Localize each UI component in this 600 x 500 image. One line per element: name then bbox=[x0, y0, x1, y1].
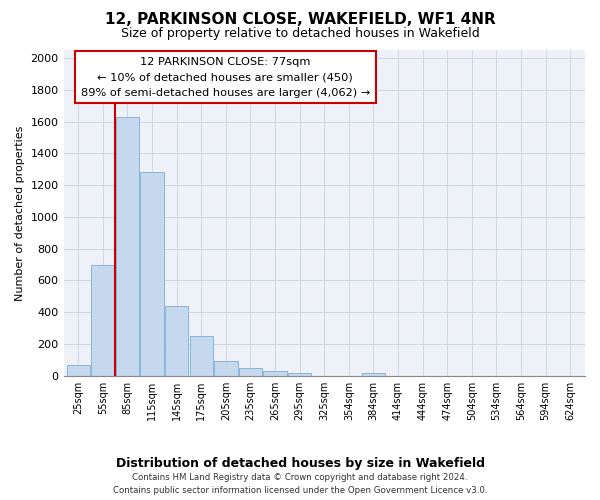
Bar bbox=[190, 336, 213, 376]
Text: 12 PARKINSON CLOSE: 77sqm
← 10% of detached houses are smaller (450)
89% of semi: 12 PARKINSON CLOSE: 77sqm ← 10% of detac… bbox=[80, 56, 370, 98]
Bar bbox=[165, 306, 188, 376]
Bar bbox=[263, 371, 287, 376]
Bar bbox=[91, 264, 115, 376]
Bar bbox=[362, 374, 385, 376]
Text: Distribution of detached houses by size in Wakefield: Distribution of detached houses by size … bbox=[115, 458, 485, 470]
Text: Size of property relative to detached houses in Wakefield: Size of property relative to detached ho… bbox=[121, 28, 479, 40]
Bar bbox=[214, 362, 238, 376]
Bar bbox=[67, 366, 90, 376]
Y-axis label: Number of detached properties: Number of detached properties bbox=[15, 125, 25, 300]
Bar bbox=[288, 372, 311, 376]
Text: Contains HM Land Registry data © Crown copyright and database right 2024.
Contai: Contains HM Land Registry data © Crown c… bbox=[113, 474, 487, 495]
Bar bbox=[116, 116, 139, 376]
Text: 12, PARKINSON CLOSE, WAKEFIELD, WF1 4NR: 12, PARKINSON CLOSE, WAKEFIELD, WF1 4NR bbox=[104, 12, 496, 28]
Bar bbox=[239, 368, 262, 376]
Bar bbox=[140, 172, 164, 376]
